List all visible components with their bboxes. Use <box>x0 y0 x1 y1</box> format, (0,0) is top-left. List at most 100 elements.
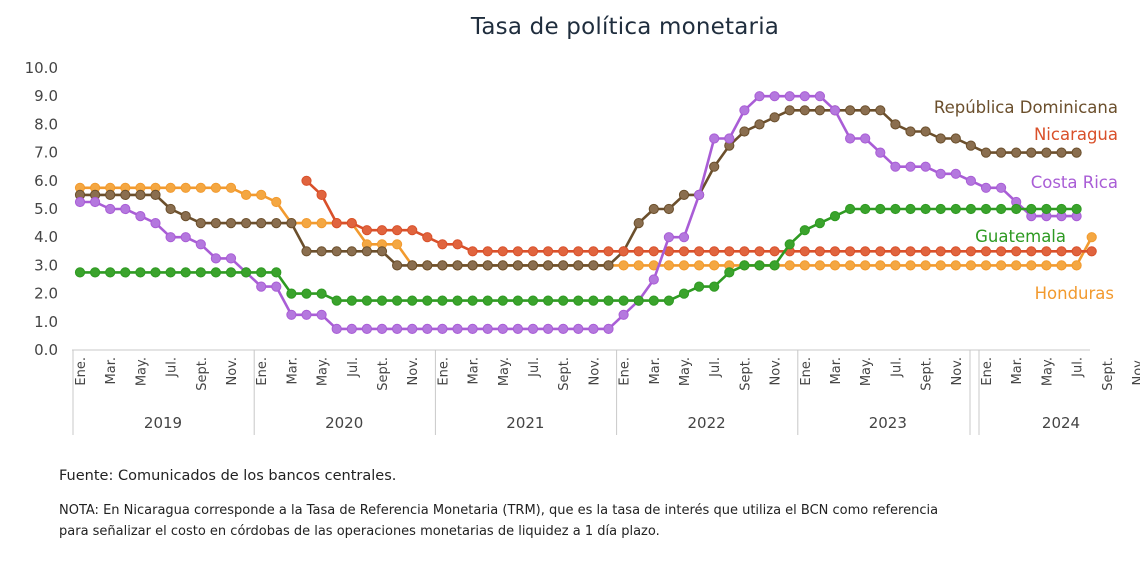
data-point <box>633 218 644 229</box>
data-point <box>935 168 946 179</box>
data-point <box>301 309 312 320</box>
year-label: 2024 <box>1042 414 1080 432</box>
data-point <box>814 260 826 271</box>
data-point <box>724 246 735 257</box>
data-point <box>980 246 992 257</box>
data-point <box>845 246 856 257</box>
data-point <box>694 246 705 257</box>
data-point <box>875 203 886 215</box>
data-point <box>769 112 780 123</box>
data-point <box>573 323 584 334</box>
data-point <box>225 182 237 193</box>
y-tick-label: 7.0 <box>34 144 58 162</box>
data-point <box>935 260 946 271</box>
data-point <box>150 218 161 229</box>
data-point <box>663 295 675 306</box>
data-point <box>256 218 267 229</box>
data-point <box>392 323 403 334</box>
data-point <box>135 211 146 222</box>
data-point <box>588 246 599 257</box>
data-point <box>694 189 705 200</box>
data-point <box>845 133 856 144</box>
data-point <box>860 203 871 215</box>
year-label: 2023 <box>869 414 907 432</box>
data-point <box>905 203 916 215</box>
data-point <box>996 147 1007 158</box>
data-point <box>286 309 297 320</box>
data-point <box>875 105 886 116</box>
data-point <box>1011 260 1022 271</box>
data-point <box>890 119 901 130</box>
data-point <box>920 203 931 215</box>
data-point <box>105 267 116 278</box>
data-point <box>301 288 312 299</box>
data-point <box>739 246 750 257</box>
data-point <box>799 246 810 257</box>
data-point <box>784 239 795 250</box>
data-point <box>558 246 569 257</box>
data-point <box>754 246 765 257</box>
x-tick-label: Nov. <box>406 357 421 386</box>
data-point <box>618 246 629 257</box>
data-point <box>135 267 146 278</box>
data-point <box>648 295 659 306</box>
data-point <box>482 323 493 334</box>
year-label: 2021 <box>506 414 544 432</box>
data-point <box>225 218 237 229</box>
data-point <box>875 260 886 271</box>
data-point <box>120 267 131 278</box>
data-point <box>316 189 327 200</box>
x-tick-label: Jul. <box>1071 357 1086 378</box>
data-point <box>90 267 101 278</box>
x-tick-label: May. <box>497 357 512 386</box>
data-point <box>648 274 659 285</box>
data-point <box>663 232 675 243</box>
data-point <box>1056 203 1067 215</box>
data-point <box>497 260 508 271</box>
x-tick-label: May. <box>1040 357 1055 386</box>
data-point <box>1011 246 1022 257</box>
data-point <box>180 232 191 243</box>
data-point <box>799 225 810 236</box>
data-point <box>784 260 795 271</box>
x-tick-label: Mar. <box>467 357 482 384</box>
data-point <box>241 218 252 229</box>
data-point <box>225 253 237 264</box>
data-point <box>407 295 418 306</box>
data-point <box>1011 203 1022 215</box>
data-point <box>648 246 659 257</box>
chart-title: Tasa de política monetaria <box>470 14 780 40</box>
data-point <box>603 246 614 257</box>
data-point <box>694 260 705 271</box>
data-point <box>875 246 886 257</box>
x-tick-label: Nov. <box>587 357 602 386</box>
data-point <box>965 260 977 271</box>
data-point <box>603 323 614 334</box>
data-point <box>165 267 176 278</box>
data-point <box>165 182 176 193</box>
data-point <box>875 147 886 158</box>
data-point <box>980 182 992 193</box>
x-tick-label: Sept. <box>195 357 210 391</box>
data-point <box>543 323 554 334</box>
data-point <box>603 295 614 306</box>
data-point <box>950 133 961 144</box>
data-point <box>331 323 342 334</box>
y-tick-label: 4.0 <box>34 228 58 246</box>
data-point <box>950 203 961 215</box>
data-point <box>603 260 614 271</box>
data-point <box>799 91 810 102</box>
data-point <box>241 189 252 200</box>
data-point <box>769 91 780 102</box>
x-tick-label: Nov. <box>1131 357 1140 386</box>
data-point <box>120 189 131 200</box>
data-point <box>361 295 372 306</box>
data-point <box>618 295 629 306</box>
data-point <box>709 281 720 292</box>
data-point <box>678 260 690 271</box>
data-point <box>633 246 644 257</box>
data-point <box>331 246 342 257</box>
data-point <box>543 295 554 306</box>
data-point <box>558 295 569 306</box>
data-point <box>210 218 221 229</box>
